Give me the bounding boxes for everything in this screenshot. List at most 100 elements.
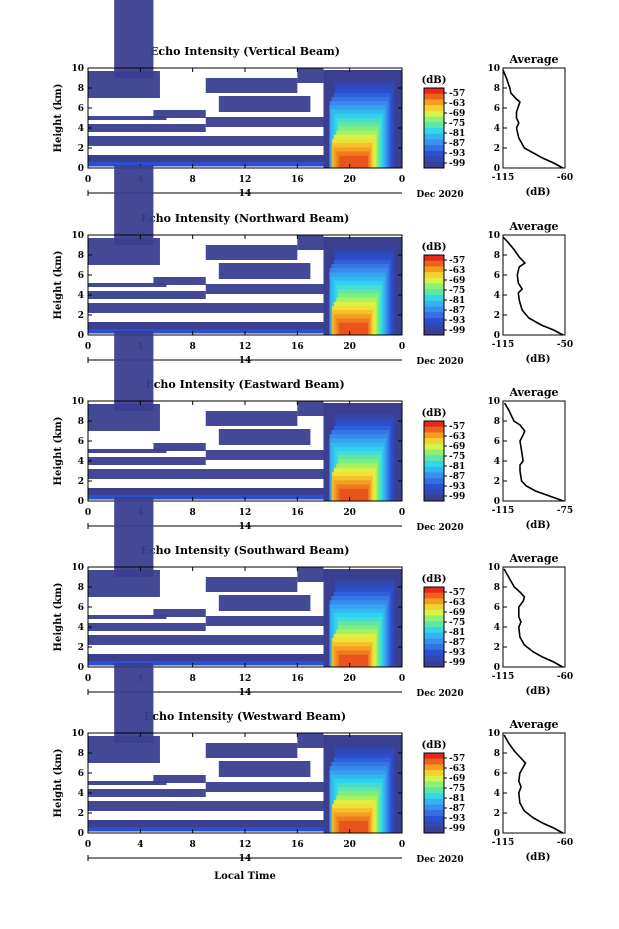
panel-title: Echo Intensity (Northward Beam) [141, 212, 350, 225]
heatmap-cell [88, 495, 324, 500]
y-tick-label: 8 [78, 583, 84, 593]
colorbar-swatch [424, 122, 444, 129]
colorbar-tick-label: -63 [449, 266, 465, 276]
profile-x-label: (dB) [526, 852, 551, 863]
heatmap-cell [205, 782, 324, 792]
heatmap-cell [297, 68, 324, 83]
profile-y-tick-label: 10 [487, 729, 500, 739]
colorbar-swatch [424, 489, 444, 496]
profile-line [503, 402, 564, 502]
heatmap-cell [339, 488, 368, 501]
profile-line [502, 69, 564, 169]
colorbar-frame [423, 254, 445, 336]
colorbar-swatch [424, 655, 444, 662]
profile-y-tick-label: 6 [494, 603, 500, 613]
colorbar-tick-label: -75 [449, 618, 465, 628]
heatmap-cell [88, 457, 206, 465]
heatmap-cell [88, 615, 167, 619]
heatmap-field [88, 331, 402, 501]
colorbar-swatch [424, 323, 444, 330]
heatmap-cell [88, 488, 324, 495]
day-label: 14 [239, 522, 252, 532]
colorbar-tick-label: -69 [449, 276, 465, 286]
profile-y-tick-label: 10 [487, 563, 500, 573]
heatmap-cell [205, 245, 298, 260]
colorbar-swatch [424, 443, 444, 451]
heatmap-cell [114, 663, 154, 743]
colorbar-swatch [424, 649, 444, 657]
colorbar-tick-label: -99 [449, 658, 465, 668]
x-tick-label: 0 [85, 674, 91, 684]
x-tick-label: 16 [291, 508, 304, 518]
colorbar-swatch [424, 775, 444, 783]
colorbar-tick-label: -93 [449, 149, 465, 159]
date-label: Dec 2020 [416, 357, 463, 367]
heatmap-cell [88, 801, 324, 811]
colorbar-tick-label: -63 [449, 99, 465, 109]
colorbar-swatch [424, 317, 444, 325]
profile-x-tick-label: -115 [492, 506, 515, 516]
colorbar-swatch [424, 627, 444, 634]
x-tick-label: 16 [291, 674, 304, 684]
heatmap-cell [297, 733, 324, 748]
profile-y-tick-label: 8 [494, 251, 500, 261]
colorbar-tick-label: -87 [449, 306, 465, 316]
colorbar-swatch [424, 781, 444, 788]
y-tick-label: 4 [78, 457, 84, 467]
heatmap-cell [218, 263, 311, 279]
colorbar-tick-label: -57 [449, 754, 465, 764]
y-tick-label: 6 [78, 603, 84, 613]
panel-1: Echo Intensity (Northward Beam) 0 2 4 6 8 10 He… [53, 165, 573, 367]
heatmap-cell [205, 284, 324, 294]
profile-title: Average [508, 552, 558, 565]
colorbar-swatch [424, 162, 444, 169]
heatmap-cell [114, 331, 154, 411]
heatmap-cell [88, 303, 324, 313]
heatmap-cell [218, 761, 311, 777]
heatmap-cell [88, 155, 324, 162]
profile-y-tick-label: 10 [487, 397, 500, 407]
colorbar-tick-label: -63 [449, 598, 465, 608]
colorbar-swatch [424, 632, 444, 639]
y-tick-label: 0 [78, 331, 84, 341]
colorbar-swatch [424, 810, 444, 817]
day-label: 14 [239, 189, 252, 199]
y-axis-label: Height (km) [53, 84, 64, 153]
y-tick-label: 6 [78, 437, 84, 447]
panel-title: Echo Intensity (Vertical Beam) [150, 45, 340, 58]
heatmap-cell [88, 162, 324, 167]
heatmap-cell [339, 820, 368, 833]
x-tick-label: 0 [85, 175, 91, 185]
colorbar-swatch [424, 621, 444, 628]
heatmap-cell [88, 469, 324, 479]
y-axis-label: Height (km) [53, 583, 64, 652]
heatmap-cell [88, 238, 160, 265]
heatmap-cell [88, 291, 206, 299]
profile-y-tick-label: 2 [494, 477, 500, 487]
colorbar-frame [423, 420, 445, 502]
heatmap-cell [218, 96, 311, 112]
colorbar-tick-label: -93 [449, 814, 465, 824]
profile-y-tick-label: 0 [494, 829, 500, 839]
y-tick-label: 0 [78, 663, 84, 673]
colorbar-swatch [424, 753, 444, 760]
colorbar-swatch [424, 277, 444, 285]
profile-y-tick-label: 0 [494, 331, 500, 341]
y-tick-label: 2 [78, 809, 84, 819]
profile-line [502, 236, 564, 336]
colorbar-tick-label: -93 [449, 482, 465, 492]
profile-x-label: (dB) [526, 520, 551, 531]
colorbar-tick-label: -93 [449, 648, 465, 658]
x-tick-label: 12 [239, 175, 252, 185]
colorbar-swatch [424, 609, 444, 617]
colorbar-swatch [424, 793, 444, 800]
heatmap-cell [297, 567, 324, 582]
y-tick-label: 4 [78, 623, 84, 633]
profile-title: Average [508, 386, 558, 399]
profile-title: Average [508, 53, 558, 66]
heatmap-cell [339, 322, 368, 335]
profile-y-tick-label: 0 [494, 164, 500, 174]
colorbar-swatch [424, 426, 444, 433]
profile-x-tick-label: -115 [492, 838, 515, 848]
heatmap-cell [153, 443, 206, 451]
